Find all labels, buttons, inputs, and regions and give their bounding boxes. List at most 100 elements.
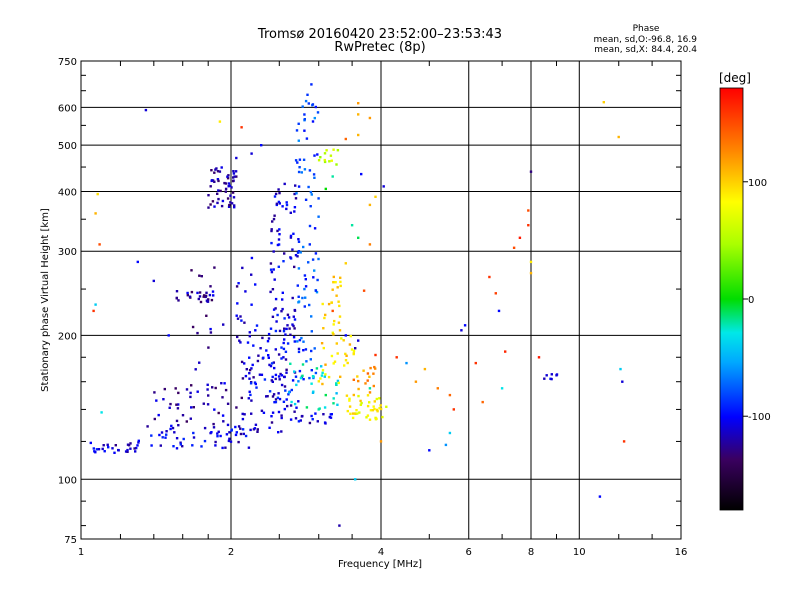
data-point: [313, 176, 316, 179]
data-point: [444, 443, 448, 447]
data-point: [301, 363, 305, 366]
data-point: [273, 278, 276, 281]
data-point: [265, 395, 268, 398]
data-point: [239, 432, 243, 436]
chart-title: Tromsø 20160420 23:52:00–23:53:43: [257, 27, 502, 42]
data-point: [299, 419, 302, 422]
data-point: [379, 440, 383, 443]
data-point: [227, 182, 231, 185]
data-point: [277, 188, 280, 191]
data-point: [348, 343, 352, 346]
data-point: [209, 185, 212, 188]
data-point: [214, 386, 217, 390]
data-point: [310, 193, 313, 196]
data-point: [272, 217, 276, 221]
data-point: [234, 433, 238, 437]
data-point: [289, 333, 292, 336]
data-point: [244, 290, 247, 293]
data-point: [282, 260, 285, 263]
data-point: [374, 353, 377, 357]
data-point: [357, 379, 360, 383]
data-point: [192, 431, 195, 435]
data-point: [622, 440, 626, 443]
data-point: [92, 309, 95, 313]
data-point: [311, 375, 315, 378]
data-point: [280, 357, 283, 360]
data-point: [230, 202, 234, 205]
data-point: [320, 365, 323, 368]
data-point: [448, 393, 452, 397]
data-point: [240, 126, 243, 129]
data-point: [293, 370, 296, 373]
data-point: [617, 135, 620, 139]
x-tick-label: 10: [573, 547, 586, 558]
data-point: [248, 390, 251, 393]
data-point: [281, 291, 284, 294]
data-point: [302, 245, 305, 249]
data-point: [211, 290, 215, 293]
data-point: [304, 296, 307, 299]
data-point: [292, 232, 295, 235]
data-point: [277, 200, 281, 204]
data-point: [277, 353, 281, 356]
data-point: [202, 295, 205, 298]
data-point: [290, 388, 293, 392]
data-point: [529, 260, 533, 264]
data-point: [368, 401, 371, 404]
data-point: [206, 383, 209, 386]
data-point: [305, 406, 309, 409]
data-point: [374, 367, 377, 370]
data-point: [198, 274, 201, 277]
data-point: [338, 329, 342, 332]
data-point: [500, 387, 504, 390]
data-point: [322, 327, 325, 330]
data-point: [251, 363, 254, 367]
data-point: [324, 363, 327, 366]
data-point: [299, 376, 303, 380]
data-point: [207, 346, 210, 349]
data-point: [203, 294, 206, 297]
data-point: [423, 367, 427, 371]
data-point: [233, 204, 236, 207]
data-point: [220, 166, 223, 169]
data-point: [175, 419, 179, 423]
data-point: [274, 307, 277, 310]
data-point: [297, 301, 300, 304]
data-point: [226, 423, 230, 427]
data-point: [283, 385, 287, 388]
data-point: [308, 421, 312, 425]
data-point: [270, 379, 273, 382]
data-point: [317, 159, 321, 162]
data-point: [351, 412, 355, 415]
data-point: [314, 371, 318, 375]
data-point: [327, 375, 331, 379]
data-point: [246, 341, 250, 344]
x-tick-label: 1: [78, 547, 84, 558]
data-point: [366, 379, 369, 382]
data-point: [282, 330, 286, 333]
data-point: [293, 308, 296, 312]
data-point: [304, 285, 308, 288]
data-point: [354, 347, 357, 350]
data-point: [196, 390, 199, 393]
data-point: [339, 280, 342, 284]
data-point: [307, 102, 310, 105]
data-point: [338, 304, 341, 308]
data-point: [272, 308, 276, 311]
data-point: [354, 412, 357, 415]
data-point: [97, 448, 101, 451]
data-point: [221, 446, 224, 450]
data-point: [344, 359, 348, 362]
data-point: [239, 427, 242, 430]
data-point: [258, 373, 262, 376]
data-point: [344, 262, 347, 265]
data-point: [285, 203, 289, 207]
data-point: [247, 397, 250, 400]
data-point: [364, 382, 367, 385]
data-point: [296, 340, 299, 343]
data-point: [329, 413, 332, 416]
data-point: [293, 402, 297, 406]
data-point: [278, 397, 282, 401]
data-point: [303, 305, 306, 308]
